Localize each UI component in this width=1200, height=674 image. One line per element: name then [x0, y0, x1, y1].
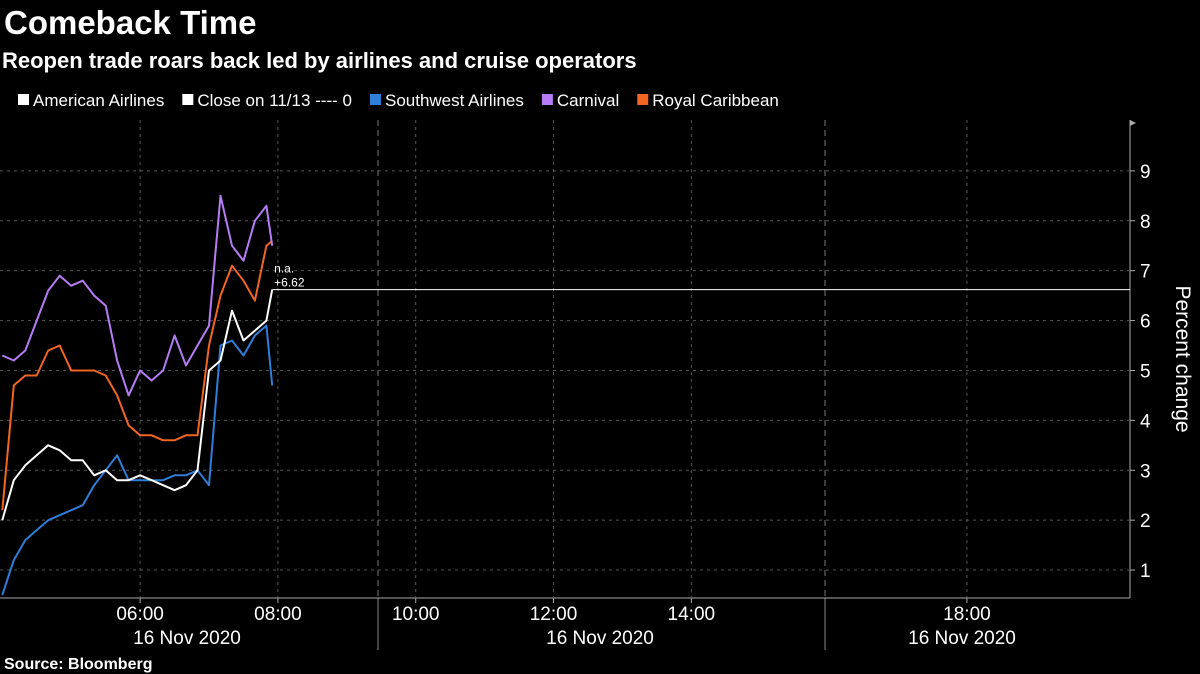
y-tick-label: 4 [1140, 411, 1151, 432]
last-value-note: n.a. [274, 262, 294, 276]
legend-swatch [182, 94, 194, 105]
last-value-label: +6.62 [274, 276, 305, 290]
y-tick-label: 9 [1140, 162, 1151, 183]
chart-title: Comeback Time [4, 4, 257, 41]
x-tick-label: 06:00 [116, 604, 164, 625]
x-tick-label: 10:00 [392, 604, 440, 625]
y-tick-label: 7 [1140, 262, 1151, 283]
plot-area [1, 194, 274, 596]
y-axis-label: Percent change [1171, 285, 1194, 432]
legend-swatch [637, 94, 649, 105]
y-tick-label: 2 [1140, 511, 1151, 532]
series-line [1, 239, 273, 511]
series-line [1, 289, 274, 521]
y-tick-label: 8 [1140, 212, 1151, 233]
x-date-label: 16 Nov 2020 [908, 628, 1016, 649]
chart-subtitle: Reopen trade roars back led by airlines … [2, 48, 637, 73]
x-date-label: 16 Nov 2020 [546, 628, 654, 649]
legend-label: American Airlines [33, 91, 164, 110]
x-tick-label: 18:00 [943, 604, 991, 625]
x-date-label: 16 Nov 2020 [133, 628, 241, 649]
legend-swatch [18, 94, 29, 105]
y-tick-label: 3 [1140, 461, 1151, 482]
series-line [1, 324, 274, 596]
legend-swatch [541, 94, 553, 105]
y-tick-label: 5 [1140, 361, 1151, 382]
series-line [1, 194, 274, 397]
legend-label: Carnival [557, 91, 619, 110]
source: Source: Bloomberg [4, 656, 152, 673]
y-tick-label: 6 [1140, 312, 1151, 333]
legend-label: Southwest Airlines [385, 91, 524, 110]
y-tick-label: 1 [1140, 561, 1151, 582]
x-tick-label: 14:00 [668, 604, 716, 625]
axis-arrow [1130, 120, 1136, 126]
legend-swatch [369, 94, 381, 105]
x-tick-label: 08:00 [254, 604, 302, 625]
x-tick-label: 12:00 [530, 604, 578, 625]
legend-label: Close on 11/13 ---- 0 [197, 91, 352, 110]
legend-label: Royal Caribbean [652, 91, 779, 110]
